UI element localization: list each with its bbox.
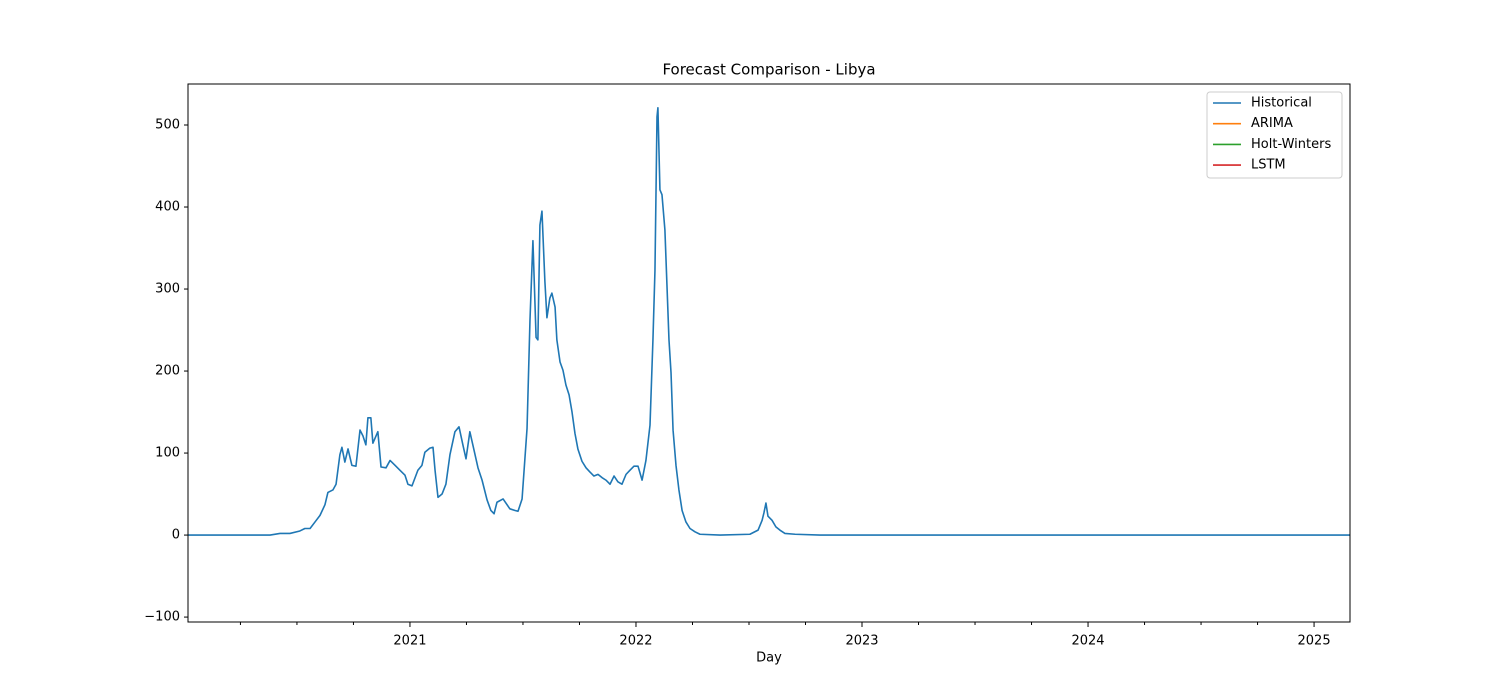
x-tick-label: 2025 bbox=[1298, 634, 1331, 649]
y-tick-label: 100 bbox=[155, 446, 180, 461]
legend-box bbox=[1206, 91, 1343, 179]
y-tick-label: −100 bbox=[144, 610, 180, 625]
y-tick-label: 0 bbox=[172, 528, 180, 543]
legend-label: Historical bbox=[1251, 96, 1312, 111]
y-tick-label: 500 bbox=[155, 118, 180, 133]
y-tick-label: 200 bbox=[155, 364, 180, 379]
x-tick-label: 2023 bbox=[845, 634, 878, 649]
y-tick-label: 400 bbox=[155, 200, 180, 215]
legend-label: LSTM bbox=[1251, 158, 1286, 173]
series-line bbox=[188, 106, 1350, 536]
y-tick-label: 300 bbox=[155, 282, 180, 297]
legend-label: Holt-Winters bbox=[1251, 137, 1331, 152]
chart-title: Forecast Comparison - Libya bbox=[662, 61, 875, 79]
plot-frame bbox=[187, 83, 1351, 623]
legend-label: ARIMA bbox=[1251, 116, 1293, 131]
x-tick-label: 2024 bbox=[1071, 634, 1104, 649]
x-axis-label: Day bbox=[756, 651, 782, 666]
x-tick-label: 2021 bbox=[393, 634, 426, 649]
x-tick-label: 2022 bbox=[619, 634, 652, 649]
